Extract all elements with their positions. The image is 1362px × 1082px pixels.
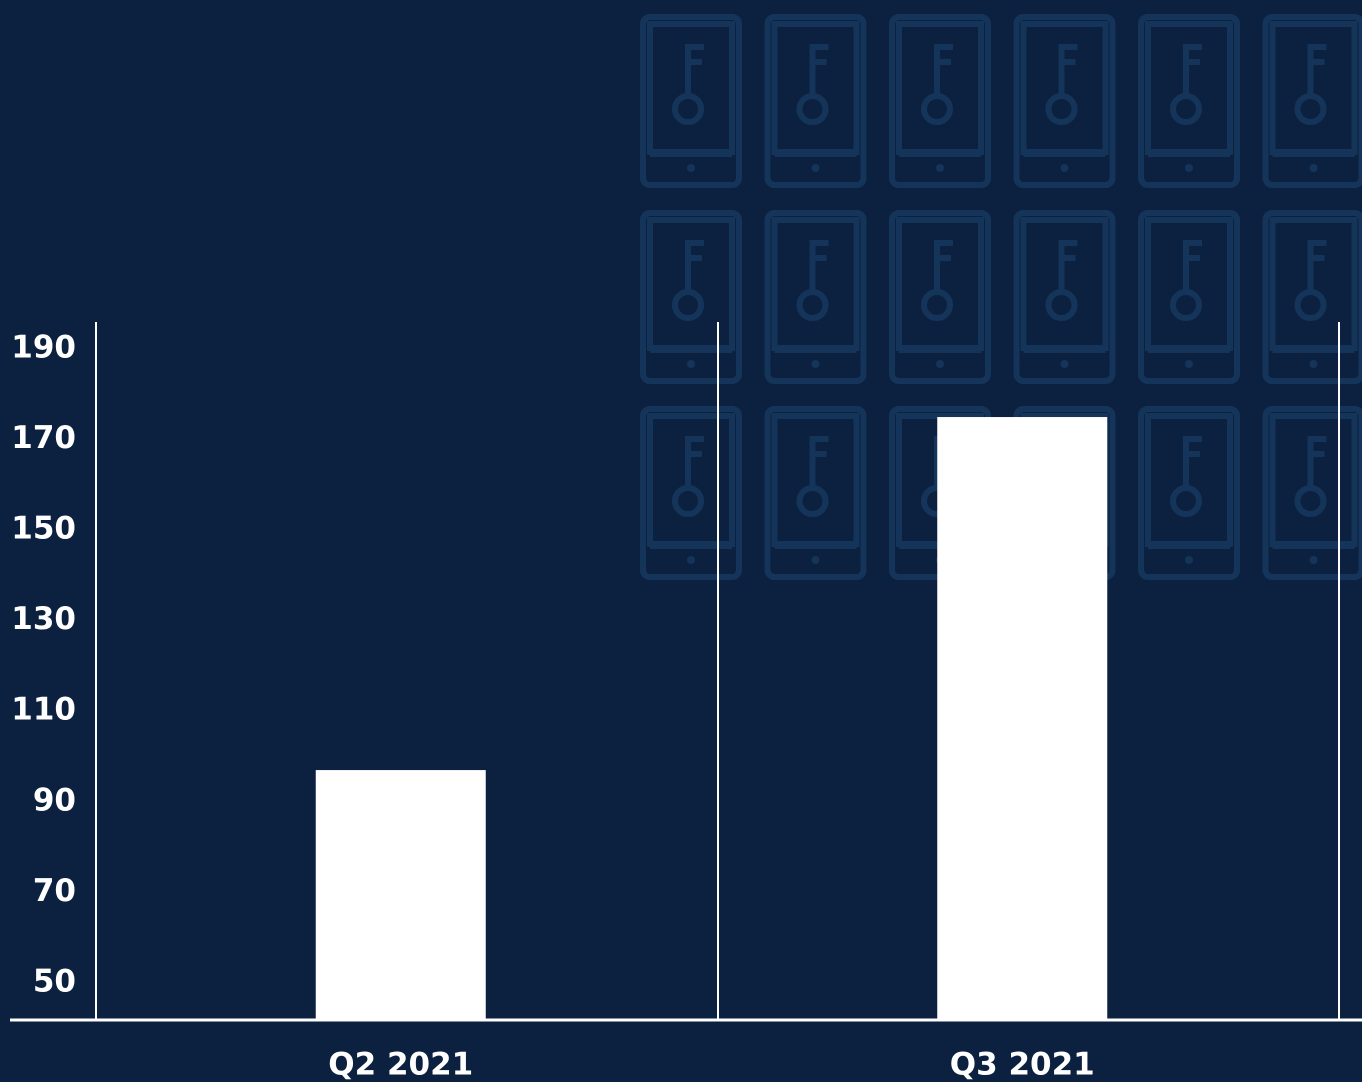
bar [937, 417, 1107, 1019]
y-tick-label: 170 [11, 420, 76, 456]
y-tick-label: 90 [33, 782, 76, 818]
y-tick-label: 150 [11, 511, 76, 547]
y-tick-label: 110 [11, 692, 76, 728]
x-tick-label: Q3 2021 [950, 1047, 1095, 1082]
y-tick-label: 130 [11, 601, 76, 637]
x-tick-label: Q2 2021 [328, 1047, 473, 1082]
y-tick-label: 50 [33, 963, 76, 999]
page: {"chart_data": {"type": "bar", "categori… [0, 0, 1362, 1082]
y-tick-label: 190 [11, 330, 76, 366]
y-tick-label: 70 [33, 873, 76, 909]
chart: 50 70 90 110 130 150 170 190 Q2 2021 Q3 2021 [0, 0, 1362, 1082]
bar [316, 770, 486, 1019]
